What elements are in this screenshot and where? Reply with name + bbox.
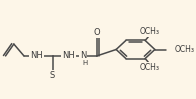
Text: OCH₃: OCH₃ xyxy=(140,27,160,36)
Text: N: N xyxy=(80,51,86,60)
Text: NH: NH xyxy=(31,51,43,60)
Text: S: S xyxy=(50,71,55,80)
Text: OCH₃: OCH₃ xyxy=(174,45,194,54)
Text: OCH₃: OCH₃ xyxy=(140,63,160,72)
Text: NH: NH xyxy=(62,51,75,60)
Text: O: O xyxy=(93,28,100,37)
Text: H: H xyxy=(83,60,88,66)
